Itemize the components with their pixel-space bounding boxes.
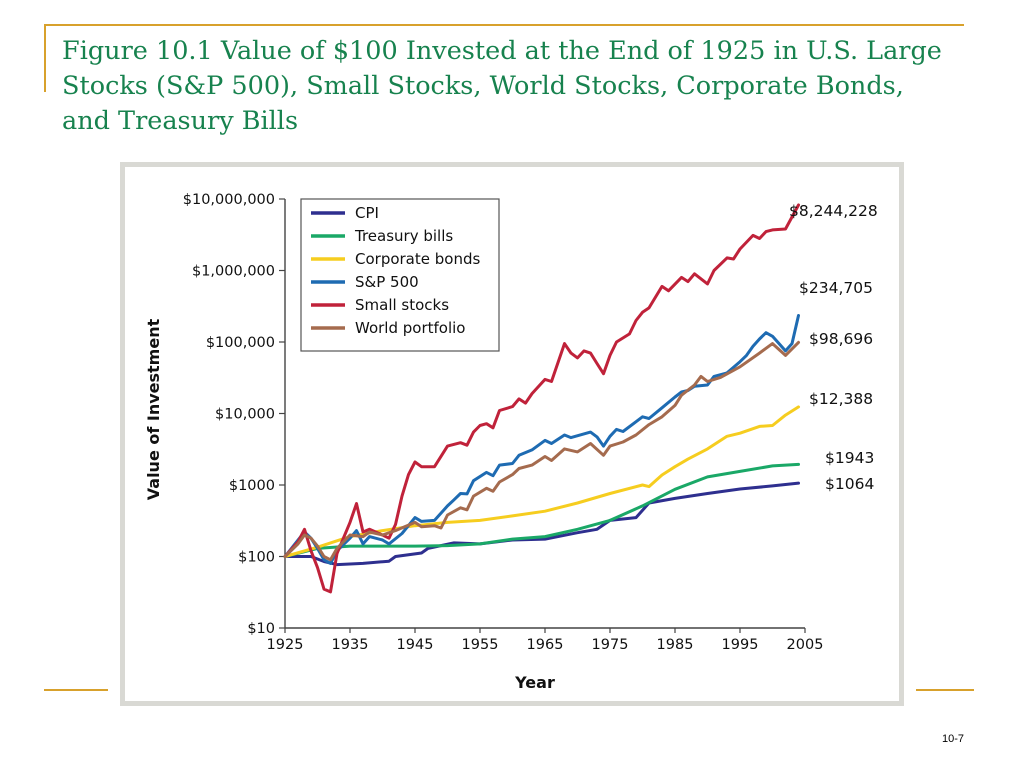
page-number: 10-7: [942, 733, 965, 745]
figure-panel: $10,000,000 $1,000,000 $100,000 $10,000 $100…: [125, 167, 899, 701]
y-tick-label: $10: [247, 621, 275, 637]
x-tick-label: 1975: [592, 637, 629, 653]
legend-label-cpi: CPI: [355, 204, 379, 222]
legend: CPI Treasury bills Corporate bonds S&P 500 S…: [300, 198, 500, 352]
y-tick-label: $100,000: [206, 335, 275, 351]
y-tick-label: $1,000,000: [192, 264, 275, 280]
end-labels: $1064 $1943 $12,388 $234,705 $8,244,228 $98,6…: [789, 202, 878, 493]
accent-rule-top: [44, 24, 964, 26]
legend-box: [300, 198, 500, 352]
legend-label-small-stocks: Small stocks: [355, 296, 449, 314]
end-label-treasury-bills: $1943: [825, 449, 874, 467]
y-axis-title: Value of Investment: [144, 318, 163, 500]
accent-rule-bottom-left: [44, 689, 108, 691]
y-tick-label: $10,000: [215, 407, 275, 423]
series-line-treasury-bills: [283, 462, 800, 558]
legend-label-corporate-bonds: Corporate bonds: [355, 250, 480, 268]
axes: $10,000,000 $1,000,000 $100,000 $10,000 $100…: [144, 192, 823, 692]
x-tick-label: 1955: [462, 637, 499, 653]
series-line-small-stocks: [283, 203, 800, 594]
series-lines: [283, 203, 800, 594]
line-chart: $10,000,000 $1,000,000 $100,000 $10,000 $100…: [144, 192, 878, 692]
figure-frame: $10,000,000 $1,000,000 $100,000 $10,000 $100…: [120, 162, 904, 706]
series-line-world-portfolio: [283, 340, 800, 562]
legend-label-treasury-bills: Treasury bills: [354, 227, 453, 245]
accent-rule-bottom-right: [916, 689, 974, 691]
slide-title: Figure 10.1 Value of $100 Invested at th…: [62, 36, 942, 136]
x-tick-label: 1965: [527, 637, 564, 653]
x-tick-label: 1925: [267, 637, 304, 653]
x-axis-title: Year: [514, 673, 555, 692]
series-line-corporate-bonds: [283, 405, 800, 558]
legend-label-world-portfolio: World portfolio: [355, 319, 465, 337]
y-tick-label: $1000: [229, 478, 275, 494]
accent-rule-left: [44, 24, 46, 92]
end-label-world-portfolio: $98,696: [809, 330, 873, 348]
y-tick-label: $10,000,000: [183, 192, 275, 208]
end-label-s-p-500: $234,705: [799, 279, 873, 297]
x-tick-label: 1935: [332, 637, 369, 653]
legend-label-s-p-500: S&P 500: [355, 273, 419, 291]
x-tick-label: 1945: [397, 637, 434, 653]
x-tick-label: 2005: [787, 637, 824, 653]
end-label-cpi: $1064: [825, 475, 874, 493]
end-label-small-stocks: $8,244,228: [789, 202, 878, 220]
x-tick-label: 1995: [722, 637, 759, 653]
x-tick-label: 1985: [657, 637, 694, 653]
end-label-corporate-bonds: $12,388: [809, 390, 873, 408]
y-tick-label: $100: [238, 550, 275, 566]
